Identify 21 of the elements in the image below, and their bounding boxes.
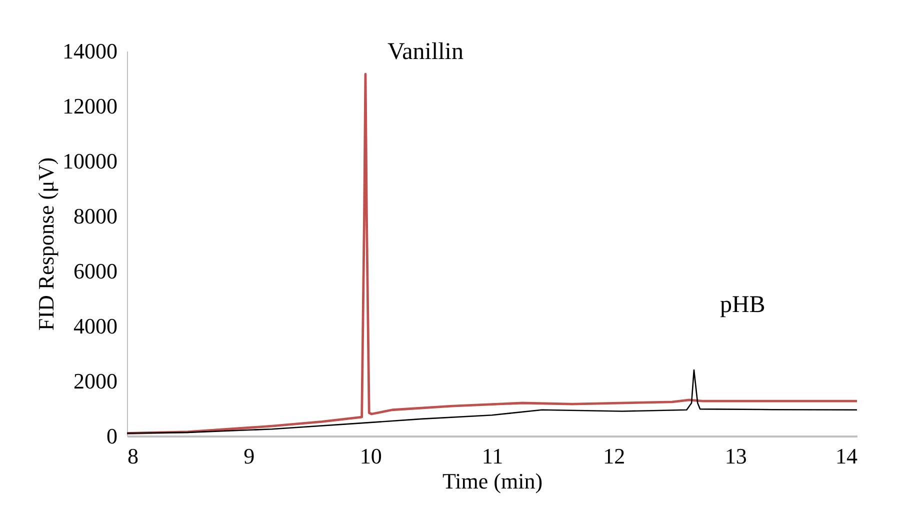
- x-axis-title: Time (min): [442, 468, 543, 494]
- x-tick-label: 11: [482, 444, 504, 468]
- x-tick-label: 8: [128, 444, 138, 468]
- line-series: [126, 369, 858, 434]
- x-tick-label: 13: [724, 444, 747, 468]
- x-tick-label: 12: [603, 444, 626, 468]
- y-tick-label: 12000: [62, 94, 118, 118]
- y-tick-label: 2000: [74, 368, 118, 394]
- x-tick-label: 14: [836, 444, 858, 468]
- y-tick-label: 10000: [62, 148, 118, 174]
- y-tick-label: 0: [106, 424, 118, 448]
- x-tick-label: 9: [244, 444, 255, 468]
- annotation: Vanillin: [387, 39, 464, 66]
- y-tick-label: 8000: [74, 204, 118, 228]
- annotation: pHB: [720, 292, 766, 318]
- x-tick-label: 10: [360, 444, 382, 468]
- line-series: [126, 72, 858, 434]
- y-tick-label: 6000: [74, 258, 118, 284]
- y-tick-label: 14000: [62, 38, 118, 64]
- y-tick-label: 4000: [74, 314, 118, 338]
- y-axis-title: FID Response (μV): [34, 157, 58, 331]
